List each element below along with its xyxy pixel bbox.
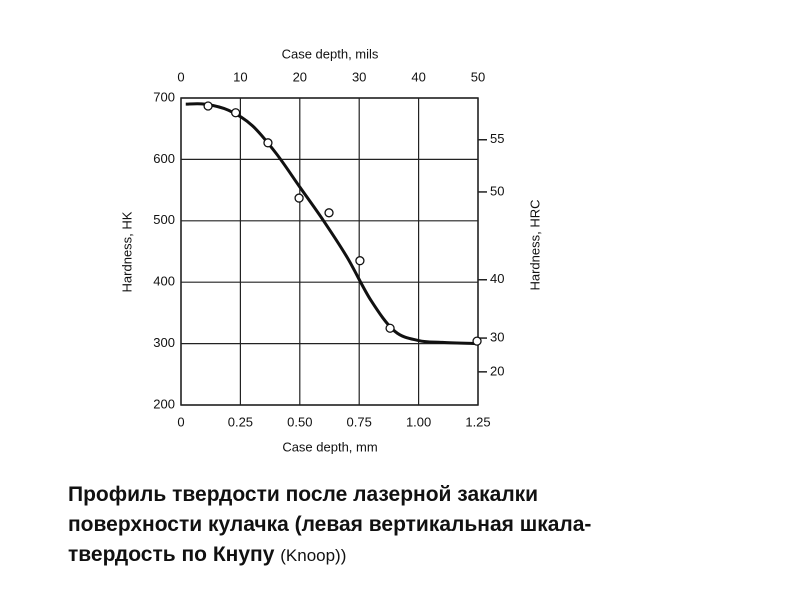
data-point (203, 101, 213, 111)
data-point (472, 336, 482, 346)
x2-tick-label: 20 (293, 69, 307, 84)
caption: Профиль твердости после лазерной закалки… (68, 480, 591, 571)
data-point (294, 193, 304, 203)
data-point (230, 108, 241, 118)
y-axis-label: Hardness, HK (119, 211, 134, 292)
y-tick-label: 300 (153, 335, 175, 350)
y2-tick-label: 50 (490, 183, 504, 198)
x2-tick-label: 0 (177, 69, 184, 84)
x2-tick-label: 30 (352, 69, 366, 84)
y-tick-label: 600 (153, 151, 175, 166)
top-axis-label: Case depth, mils (282, 46, 379, 61)
x-tick-label: 1.25 (465, 414, 490, 429)
y-tick-label: 400 (153, 274, 175, 289)
y2-tick-label: 55 (490, 131, 504, 146)
x-tick-label: 0.50 (287, 414, 312, 429)
x-tick-label: 0 (177, 414, 184, 429)
data-point (355, 256, 365, 266)
x-tick-label: 1.00 (406, 414, 431, 429)
x2-tick-label: 10 (233, 69, 247, 84)
plot-frame (180, 97, 479, 406)
y2-axis-label: Hardness, HRC (527, 199, 542, 290)
x-tick-label: 0.25 (228, 414, 253, 429)
caption-line: поверхности кулачка (левая вертикальная … (68, 513, 592, 536)
caption-text: твердость по Кнупу (68, 543, 275, 566)
y2-tick-label: 40 (490, 271, 504, 286)
fit-curve (185, 102, 479, 346)
x-axis-label: Case depth, mm (282, 439, 377, 454)
x2-tick-label: 50 (471, 69, 485, 84)
caption-line: Профиль твердости после лазерной закалки (68, 483, 539, 506)
y-tick-label: 200 (153, 396, 175, 411)
x-tick-label: 0.75 (347, 414, 372, 429)
chart: Case depth, mils Case depth, mm Hardness… (119, 46, 542, 454)
y2-tick-label: 20 (490, 363, 504, 378)
caption-note: (Knoop)) (280, 546, 347, 565)
data-point (385, 323, 395, 333)
data-point (324, 208, 334, 218)
caption-line: твердость по Кнупу (Knoop)) (68, 540, 591, 571)
y-tick-label: 500 (153, 212, 175, 227)
y-tick-label: 700 (153, 89, 175, 104)
data-point (263, 138, 273, 148)
y2-tick-label: 30 (490, 330, 504, 345)
x2-tick-label: 40 (411, 69, 425, 84)
